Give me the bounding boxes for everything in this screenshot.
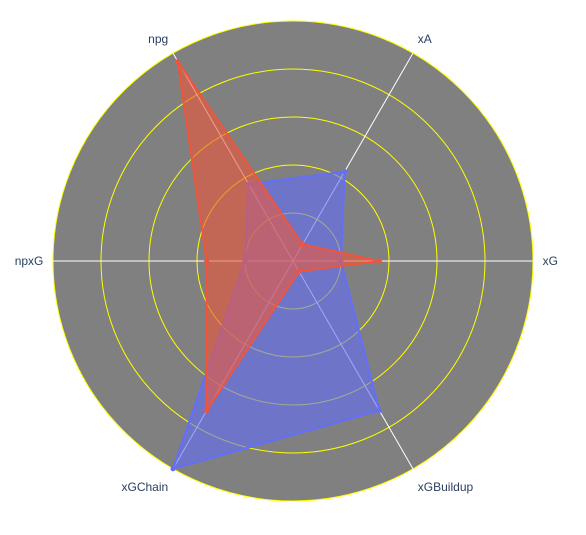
axis-label-xGChain: xGChain bbox=[122, 480, 169, 494]
axis-label-npg: npg bbox=[148, 32, 168, 46]
series-2-point-xGBuildup bbox=[296, 268, 302, 274]
series-1-point-xA bbox=[342, 169, 348, 175]
series-2-point-npxG bbox=[204, 258, 210, 264]
series-2-point-xA bbox=[300, 241, 306, 247]
axis-label-xG: xG bbox=[543, 254, 558, 268]
series-2-point-npg bbox=[175, 59, 181, 64]
axis-label-xGBuildup: xGBuildup bbox=[418, 480, 474, 494]
axis-label-npxG: npxG bbox=[15, 254, 44, 268]
series-2-point-xGChain bbox=[204, 408, 210, 414]
series-2-point-xG bbox=[376, 258, 382, 264]
series-1-point-xGChain bbox=[170, 466, 176, 472]
axis-label-xA: xA bbox=[418, 32, 432, 46]
series-1-point-xGBuildup bbox=[376, 408, 382, 414]
